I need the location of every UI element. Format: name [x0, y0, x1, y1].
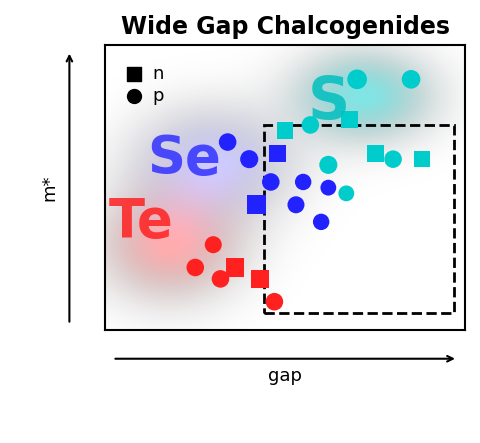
Text: n: n — [152, 65, 164, 83]
Point — [353, 76, 361, 83]
Point — [130, 70, 138, 77]
Point — [231, 264, 239, 271]
Text: Se: Se — [148, 133, 221, 185]
Point — [281, 127, 289, 134]
Point — [292, 201, 300, 208]
Point — [274, 150, 282, 157]
Point — [300, 179, 307, 186]
Text: gap: gap — [268, 367, 302, 385]
Point — [324, 161, 332, 168]
Point — [252, 201, 260, 208]
Point — [342, 190, 350, 197]
Bar — [264, 125, 454, 313]
Point — [389, 155, 397, 163]
Point — [224, 139, 231, 146]
Point — [209, 241, 217, 248]
Point — [317, 218, 325, 225]
Point — [267, 179, 275, 186]
Text: m*: m* — [41, 175, 59, 201]
Text: S: S — [307, 74, 349, 131]
Point — [256, 276, 264, 283]
Title: Wide Gap Chalcogenides: Wide Gap Chalcogenides — [120, 15, 450, 39]
Text: Te: Te — [109, 196, 174, 248]
Text: p: p — [152, 87, 164, 105]
Point — [130, 93, 138, 100]
Point — [307, 121, 314, 128]
Point — [371, 150, 379, 157]
Point — [192, 264, 199, 271]
Point — [324, 184, 332, 191]
Point — [216, 276, 224, 283]
Point — [407, 76, 415, 83]
Point — [271, 298, 278, 305]
Point — [418, 155, 426, 163]
Point — [245, 155, 253, 163]
Point — [346, 116, 354, 123]
